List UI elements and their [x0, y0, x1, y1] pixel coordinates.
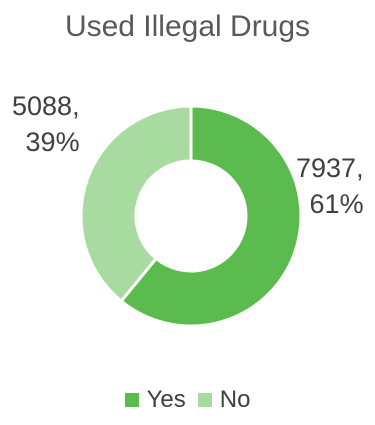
chart-title: Used Illegal Drugs	[64, 10, 311, 43]
legend-label-yes: Yes	[146, 386, 186, 413]
legend-item-no: No	[197, 386, 251, 414]
legend-item-yes: Yes	[124, 386, 186, 414]
data-label-no-value: 5088,	[12, 91, 80, 121]
donut-slice-yes	[119, 104, 303, 328]
legend-label-no: No	[219, 386, 251, 413]
data-label-yes-percent: 61%	[309, 189, 364, 219]
data-label-yes: 7937, 61%	[296, 150, 364, 222]
donut-slice-no	[79, 104, 193, 304]
data-label-no: 5088, 39%	[12, 88, 80, 160]
data-label-no-percent: 39%	[25, 127, 80, 157]
data-label-yes-value: 7937,	[296, 153, 364, 183]
legend-swatch-yes	[124, 393, 139, 407]
legend-swatch-no	[197, 393, 212, 407]
chart-legend: Yes No	[0, 386, 375, 414]
